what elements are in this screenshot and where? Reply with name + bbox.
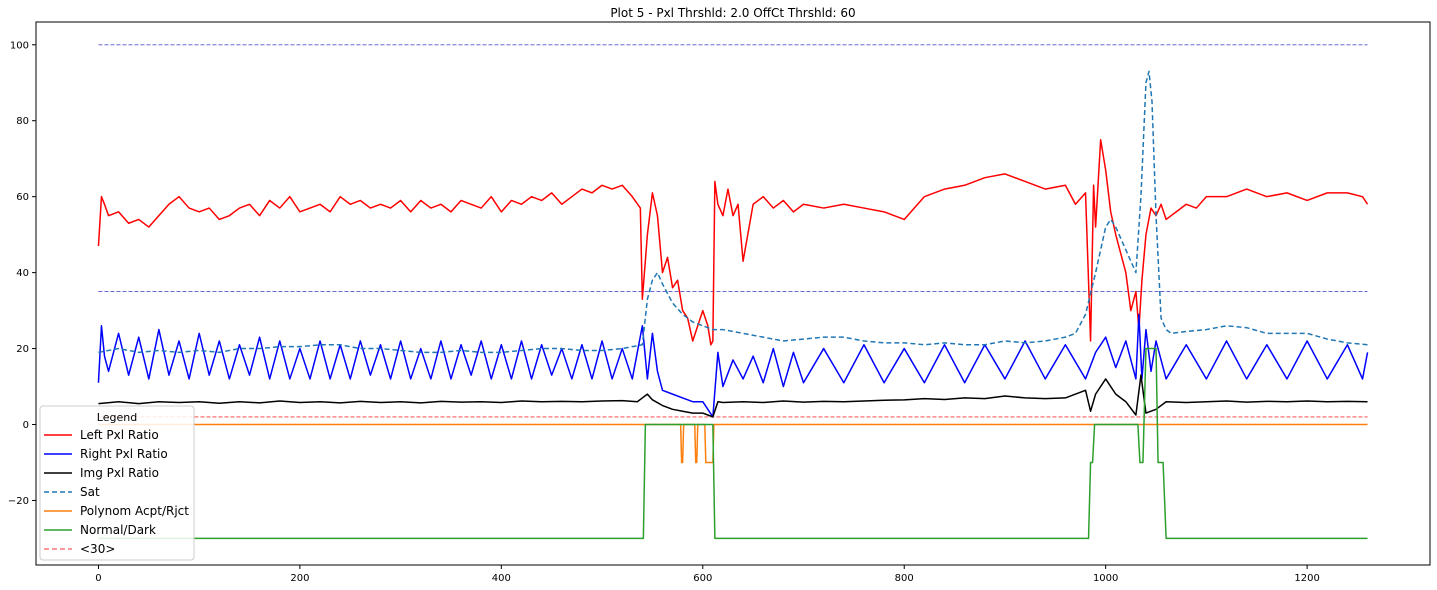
legend-label-5: Normal/Dark (80, 523, 156, 537)
legend: Legend Left Pxl Ratio Right Pxl Ratio Img … (39, 405, 195, 561)
x-tick-label: 1000 (1093, 573, 1118, 584)
chart-title: Plot 5 - Pxl Thrshld: 2.0 OffCt Thrshld:… (610, 6, 855, 20)
y-tick-label: 40 (16, 268, 29, 279)
y-axis-ticks: −20 0 20 40 60 80 100 (8, 40, 36, 507)
legend-label-4: Polynom Acpt/Rjct (80, 504, 189, 518)
legend-label-2: Img Pxl Ratio (80, 466, 159, 480)
x-tick-label: 800 (895, 573, 914, 584)
legend-label-3: Sat (80, 485, 100, 499)
y-tick-label: 100 (10, 40, 29, 51)
y-tick-label: 60 (16, 192, 29, 203)
x-axis-ticks: 0 200 400 600 800 1000 1200 (95, 565, 1320, 584)
series-line-left-pxl-ratio (97, 138, 1369, 346)
series-line-img-pxl-ratio (98, 374, 1368, 418)
y-tick-label: 80 (16, 116, 29, 127)
legend-label-6: <30> (80, 542, 115, 556)
y-tick-label: 20 (16, 344, 29, 355)
x-tick-label: 200 (290, 573, 309, 584)
x-tick-label: 400 (492, 573, 511, 584)
series-layer (97, 70, 1369, 540)
series-line-normal-dark (98, 347, 1368, 540)
series-line-right-pxl-ratio (97, 313, 1369, 418)
legend-label-0: Left Pxl Ratio (80, 428, 159, 442)
legend-box (39, 405, 195, 561)
x-tick-label: 600 (693, 573, 712, 584)
reference-lines (98, 44, 1368, 418)
x-tick-label: 1200 (1294, 573, 1319, 584)
plot-frame (35, 21, 1431, 566)
series-line-sat (98, 70, 1368, 354)
legend-entries: Left Pxl Ratio Right Pxl Ratio Img Pxl Rat… (44, 428, 189, 556)
y-tick-label: −20 (8, 496, 29, 507)
legend-label-1: Right Pxl Ratio (80, 447, 168, 461)
x-tick-label: 0 (95, 573, 101, 584)
legend-title: Legend (97, 411, 137, 424)
series-line-polynom-acpt-rjct (98, 423, 1368, 464)
y-tick-label: 0 (23, 420, 29, 431)
